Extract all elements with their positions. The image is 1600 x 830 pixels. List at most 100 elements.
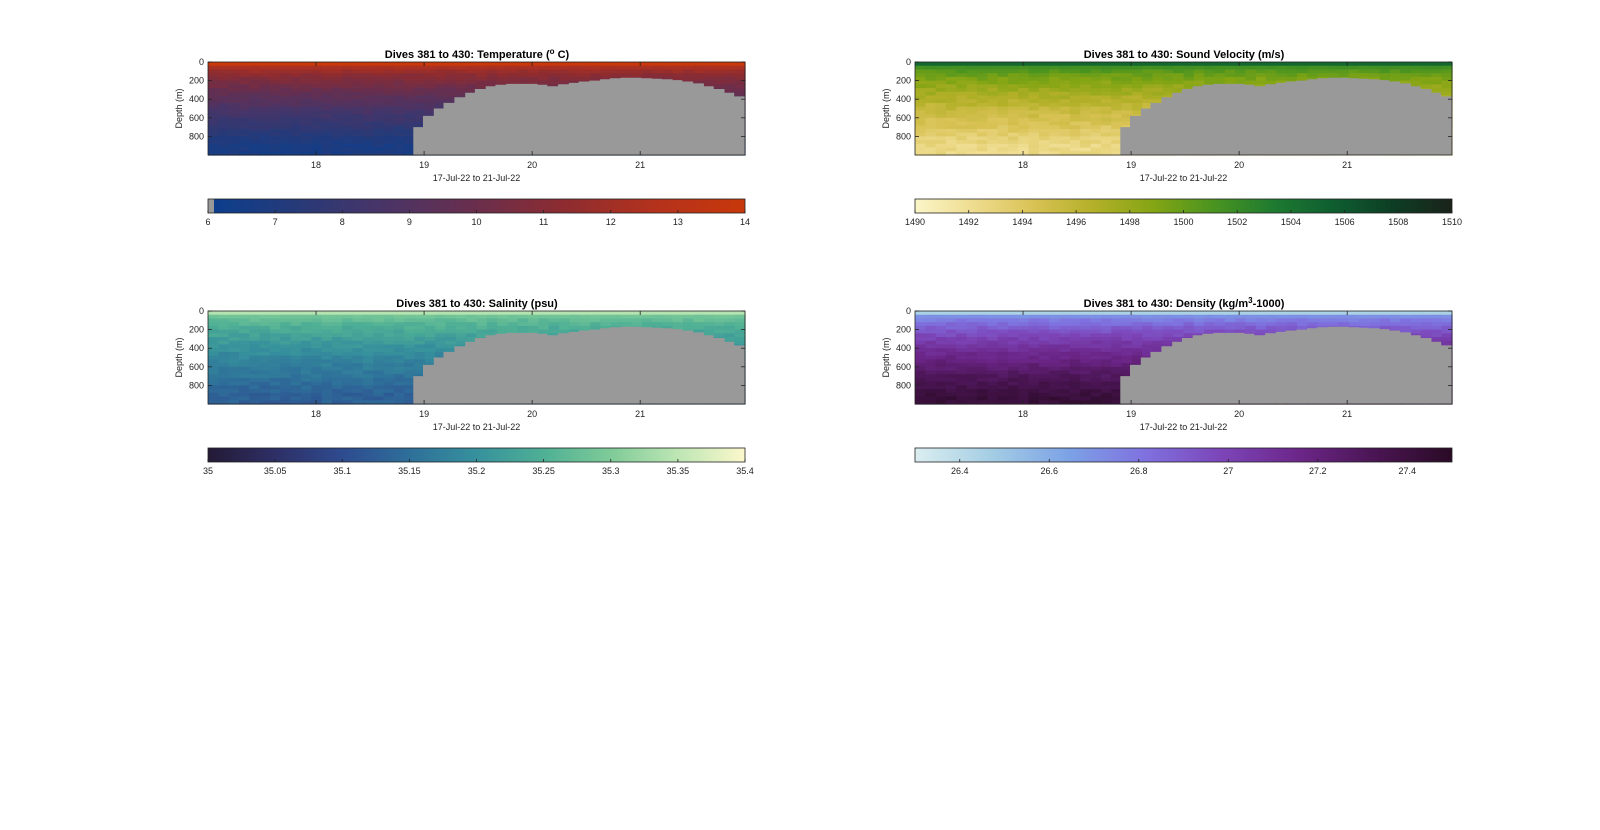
heatmap-cell <box>1018 151 1030 156</box>
heatmap-cell <box>925 314 937 320</box>
heatmap-cell <box>559 73 571 78</box>
heatmap-cell <box>342 117 354 123</box>
heatmap-cell <box>1131 65 1143 71</box>
heatmap-cell <box>703 65 715 71</box>
heatmap-cell <box>290 359 302 364</box>
heatmap-cell <box>362 65 374 71</box>
heatmap-cell <box>280 374 292 379</box>
heatmap-cell <box>945 318 957 323</box>
heatmap-cell <box>455 325 467 331</box>
heatmap-cell <box>259 355 271 360</box>
heatmap-cell <box>249 106 261 111</box>
heatmap-cell <box>331 147 343 152</box>
heatmap-cell <box>383 128 395 134</box>
heatmap-cell <box>404 73 416 78</box>
heatmap-cell <box>218 385 230 390</box>
heatmap-cell <box>935 348 947 353</box>
heatmap-cell <box>331 392 343 398</box>
heatmap-cell <box>987 311 999 316</box>
heatmap-cell <box>976 95 988 100</box>
heatmap-cell <box>987 121 999 126</box>
heatmap-cell <box>507 314 519 320</box>
heatmap-cell <box>259 65 271 71</box>
heatmap-cell <box>925 73 937 78</box>
colorbar-tick-label: 35.05 <box>264 466 287 476</box>
heatmap-cell <box>945 132 957 137</box>
heatmap-cell <box>331 140 343 145</box>
heatmap-cell <box>724 314 736 320</box>
heatmap-cell <box>362 340 374 346</box>
heatmap-cell <box>1049 374 1061 379</box>
heatmap-cell <box>1100 76 1112 82</box>
heatmap-cell <box>945 95 957 100</box>
heatmap-cell <box>935 102 947 108</box>
heatmap-cell <box>435 325 447 331</box>
heatmap-cell <box>662 314 674 320</box>
heatmap-cell <box>352 325 364 331</box>
heatmap-cell <box>1204 311 1216 316</box>
heatmap-cell <box>1007 377 1019 383</box>
heatmap-cell <box>672 318 684 323</box>
heatmap-cell <box>956 348 968 353</box>
heatmap-cell <box>1111 325 1123 331</box>
heatmap-cell <box>280 381 292 386</box>
heatmap-cell <box>300 65 312 71</box>
heatmap-cell <box>269 76 281 82</box>
heatmap-cell <box>579 314 591 320</box>
heatmap-cell <box>966 392 978 398</box>
heatmap-cell <box>208 325 219 331</box>
heatmap-cell <box>956 374 968 379</box>
heatmap-cell <box>497 329 509 334</box>
heatmap-cell <box>486 69 498 74</box>
heatmap-cell <box>1059 377 1071 383</box>
heatmap-cell <box>1111 125 1123 130</box>
heatmap-cell <box>956 80 968 85</box>
heatmap-cell <box>1069 363 1081 368</box>
heatmap-cell <box>1131 351 1143 357</box>
heatmap-cell <box>466 322 478 327</box>
heatmap-cell <box>218 95 230 100</box>
heatmap-cell <box>925 140 937 145</box>
heatmap-cell <box>1224 76 1236 82</box>
heatmap-cell <box>466 62 478 67</box>
heatmap-cell <box>218 348 230 353</box>
heatmap-cell <box>249 340 261 346</box>
heatmap-cell <box>290 377 302 383</box>
heatmap-cell <box>383 132 395 137</box>
heatmap-cell <box>342 73 354 78</box>
heatmap-cell <box>218 377 230 383</box>
heatmap-cell <box>238 325 250 331</box>
heatmap-cell <box>259 381 271 386</box>
heatmap-cell <box>1100 359 1112 364</box>
heatmap-cell <box>321 151 333 156</box>
heatmap-cell <box>1069 114 1081 119</box>
chart-title: Dives 381 to 430: Sound Velocity (m/s) <box>1084 49 1285 61</box>
heatmap-cell <box>311 91 323 97</box>
heatmap-cell <box>290 400 302 405</box>
heatmap-cell <box>935 355 947 360</box>
heatmap-cell <box>600 76 612 82</box>
heatmap-cell <box>976 91 988 97</box>
heatmap-cell <box>579 73 591 78</box>
heatmap-cell <box>1080 69 1092 74</box>
heatmap-cell <box>342 95 354 100</box>
heatmap-cell <box>414 355 426 360</box>
heatmap-cell <box>218 106 230 111</box>
heatmap-cell <box>987 62 999 67</box>
heatmap-cell <box>734 337 746 342</box>
heatmap-cell <box>249 311 261 316</box>
heatmap-cell <box>1142 337 1154 342</box>
heatmap-cell <box>548 73 560 78</box>
heatmap-cell <box>1204 73 1216 78</box>
heatmap-cell <box>290 91 302 97</box>
heatmap-cell <box>1276 318 1288 323</box>
heatmap-cell <box>290 95 302 100</box>
heatmap-cell <box>1162 62 1174 67</box>
heatmap-cell <box>424 314 436 320</box>
heatmap-cell <box>218 136 230 141</box>
heatmap-cell <box>1193 80 1205 85</box>
heatmap-cell <box>238 374 250 379</box>
heatmap-cell <box>915 337 926 342</box>
heatmap-cell <box>1007 363 1019 368</box>
heatmap-cell <box>925 99 937 104</box>
